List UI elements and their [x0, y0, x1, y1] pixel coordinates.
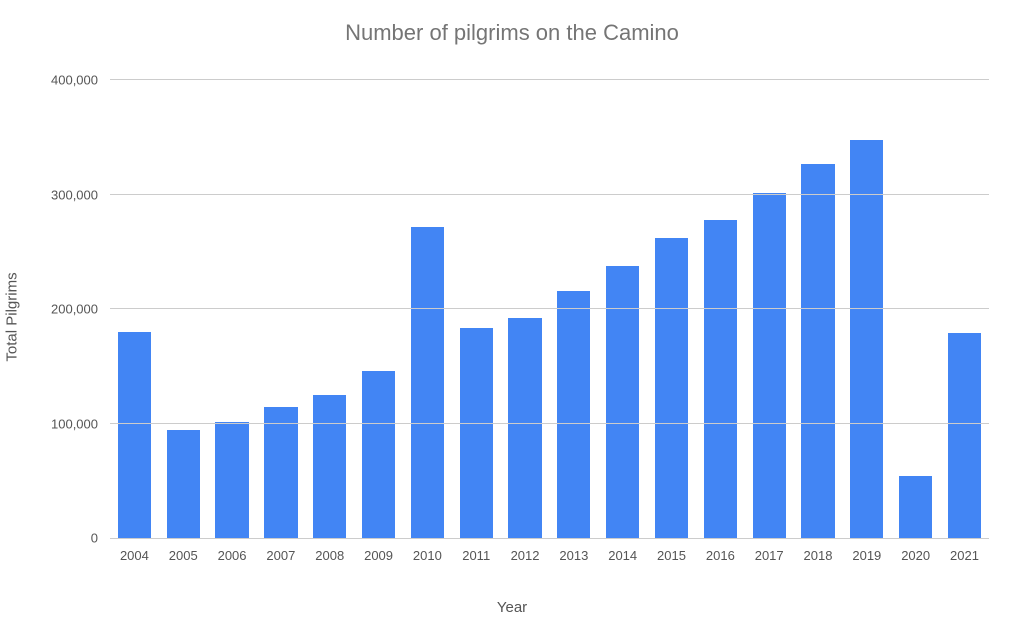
- gridline: [110, 423, 989, 424]
- bar: [899, 476, 932, 538]
- bars-group: 2004200520062007200820092010201120122013…: [110, 80, 989, 538]
- bar-slot: 2021: [940, 80, 989, 538]
- x-tick-label: 2010: [413, 538, 442, 563]
- bar-slot: 2006: [208, 80, 257, 538]
- y-tick-label: 300,000: [51, 187, 110, 202]
- x-tick-label: 2012: [511, 538, 540, 563]
- y-axis-label: Total Pilgrims: [4, 272, 21, 361]
- bar-slot: 2008: [305, 80, 354, 538]
- bar-slot: 2010: [403, 80, 452, 538]
- bar: [753, 193, 786, 538]
- bar-slot: 2005: [159, 80, 208, 538]
- gridline: [110, 79, 989, 80]
- y-tick-label: 400,000: [51, 73, 110, 88]
- bar: [460, 328, 493, 538]
- x-tick-label: 2014: [608, 538, 637, 563]
- x-tick-label: 2006: [218, 538, 247, 563]
- bar: [655, 238, 688, 538]
- bar-slot: 2020: [891, 80, 940, 538]
- bar-slot: 2018: [794, 80, 843, 538]
- bar: [362, 371, 395, 538]
- y-tick-label: 0: [91, 531, 110, 546]
- x-tick-label: 2020: [901, 538, 930, 563]
- bar: [948, 333, 981, 538]
- x-tick-label: 2018: [804, 538, 833, 563]
- bar-slot: 2019: [842, 80, 891, 538]
- bar-slot: 2007: [256, 80, 305, 538]
- y-tick-label: 200,000: [51, 302, 110, 317]
- bar: [850, 140, 883, 538]
- bar-slot: 2017: [745, 80, 794, 538]
- x-tick-label: 2016: [706, 538, 735, 563]
- x-tick-label: 2013: [559, 538, 588, 563]
- plot-area: 2004200520062007200820092010201120122013…: [110, 80, 989, 539]
- x-tick-label: 2008: [315, 538, 344, 563]
- bar: [167, 430, 200, 538]
- bar-slot: 2009: [354, 80, 403, 538]
- gridline: [110, 194, 989, 195]
- x-tick-label: 2009: [364, 538, 393, 563]
- bar-slot: 2014: [598, 80, 647, 538]
- x-tick-label: 2015: [657, 538, 686, 563]
- bar-slot: 2012: [501, 80, 550, 538]
- bar-slot: 2004: [110, 80, 159, 538]
- bar: [606, 266, 639, 539]
- x-tick-label: 2021: [950, 538, 979, 563]
- bar: [118, 332, 151, 538]
- x-tick-label: 2011: [462, 538, 490, 563]
- bar-slot: 2011: [452, 80, 501, 538]
- x-tick-label: 2019: [852, 538, 881, 563]
- bar: [557, 291, 590, 538]
- x-tick-label: 2005: [169, 538, 198, 563]
- bar-slot: 2016: [696, 80, 745, 538]
- bar: [801, 164, 834, 538]
- chart-title: Number of pilgrims on the Camino: [0, 20, 1024, 46]
- bar: [508, 318, 541, 538]
- y-tick-label: 100,000: [51, 416, 110, 431]
- x-tick-label: 2007: [266, 538, 295, 563]
- x-tick-label: 2004: [120, 538, 149, 563]
- bar-slot: 2013: [549, 80, 598, 538]
- bar: [264, 407, 297, 538]
- bar: [313, 395, 346, 538]
- bar-slot: 2015: [647, 80, 696, 538]
- bar: [704, 220, 737, 538]
- chart-container: Number of pilgrims on the Camino Total P…: [0, 0, 1024, 634]
- x-axis-label: Year: [0, 599, 1024, 616]
- x-tick-label: 2017: [755, 538, 784, 563]
- bar: [411, 227, 444, 538]
- bar: [215, 422, 248, 538]
- gridline: [110, 308, 989, 309]
